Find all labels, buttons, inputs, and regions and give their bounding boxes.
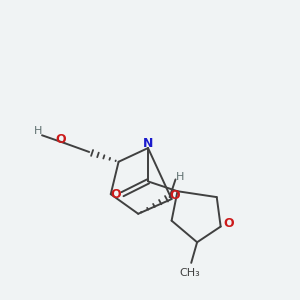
- Text: N: N: [143, 136, 153, 150]
- Text: O: O: [223, 217, 234, 230]
- Text: CH₃: CH₃: [179, 268, 200, 278]
- Text: O: O: [169, 189, 180, 202]
- Text: O: O: [56, 133, 66, 146]
- Text: H: H: [176, 172, 184, 182]
- Text: O: O: [110, 188, 121, 201]
- Text: H: H: [34, 126, 42, 136]
